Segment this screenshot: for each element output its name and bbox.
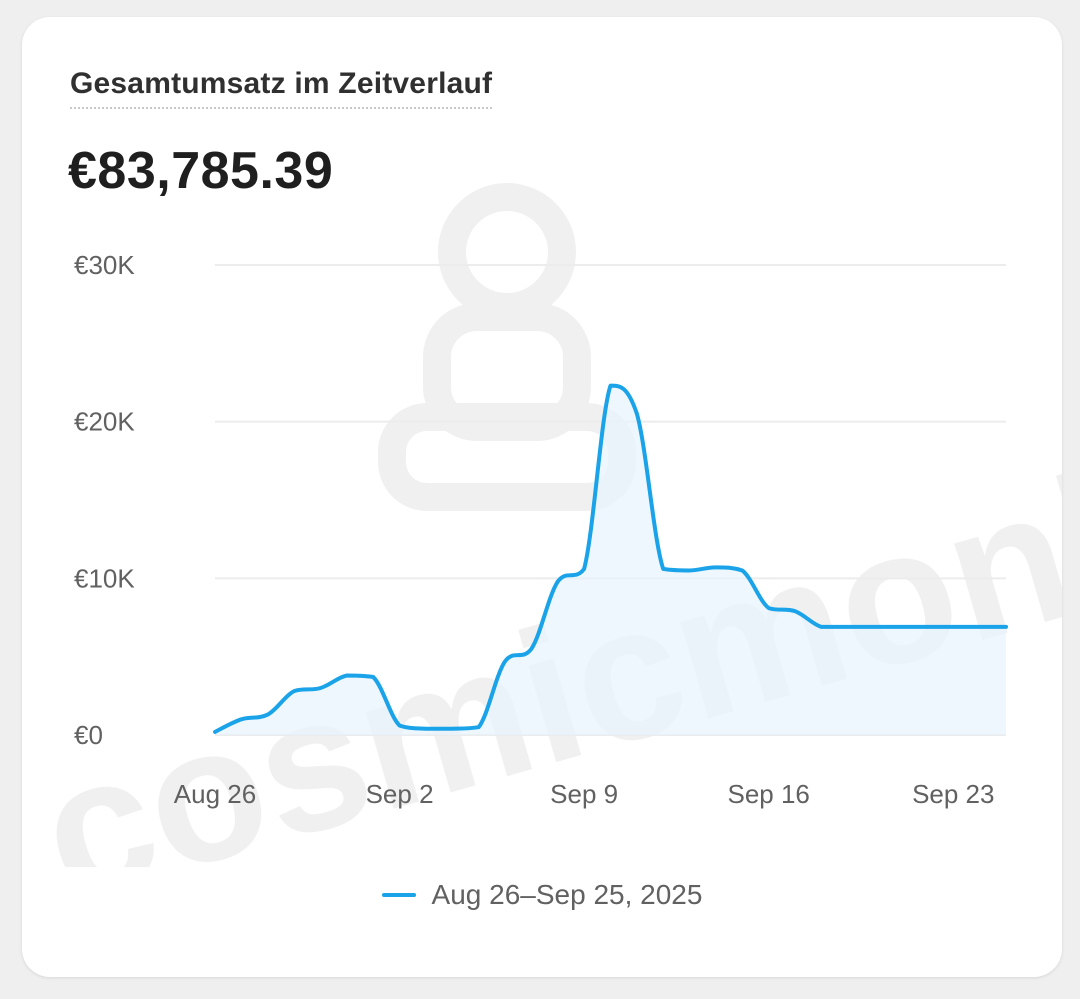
y-tick-label: €0	[74, 720, 103, 750]
legend: Aug 26–Sep 25, 2025	[22, 879, 1062, 911]
y-tick-label: €20K	[74, 407, 135, 437]
x-tick-label: Sep 2	[366, 779, 434, 809]
x-tick-label: Sep 9	[550, 779, 618, 809]
watermark-person-icon	[378, 183, 636, 511]
x-tick-label: Sep 16	[727, 779, 809, 809]
y-tick-label: €30K	[74, 250, 135, 280]
y-tick-label: €10K	[74, 563, 135, 593]
x-tick-label: Sep 23	[912, 779, 994, 809]
x-tick-label: Aug 26	[174, 779, 256, 809]
sales-chart: cosmicmonks €0 €10K €20K €30K Aug 26 Sep 2 Se…	[22, 183, 1062, 867]
series-area	[215, 385, 1006, 735]
watermark: cosmicmonks	[22, 183, 1062, 867]
x-axis: Aug 26 Sep 2 Sep 9 Sep 16 Sep 23	[174, 779, 995, 809]
y-axis: €0 €10K €20K €30K	[74, 250, 135, 750]
legend-label: Aug 26–Sep 25, 2025	[431, 879, 703, 910]
legend-swatch	[381, 893, 416, 897]
chart-title[interactable]: Gesamtumsatz im Zeitverlauf	[70, 67, 493, 109]
series-line	[213, 383, 1008, 734]
chart-card: Gesamtumsatz im Zeitverlauf €83,785.39 c…	[22, 17, 1062, 977]
total-value: €83,785.39	[68, 142, 334, 200]
